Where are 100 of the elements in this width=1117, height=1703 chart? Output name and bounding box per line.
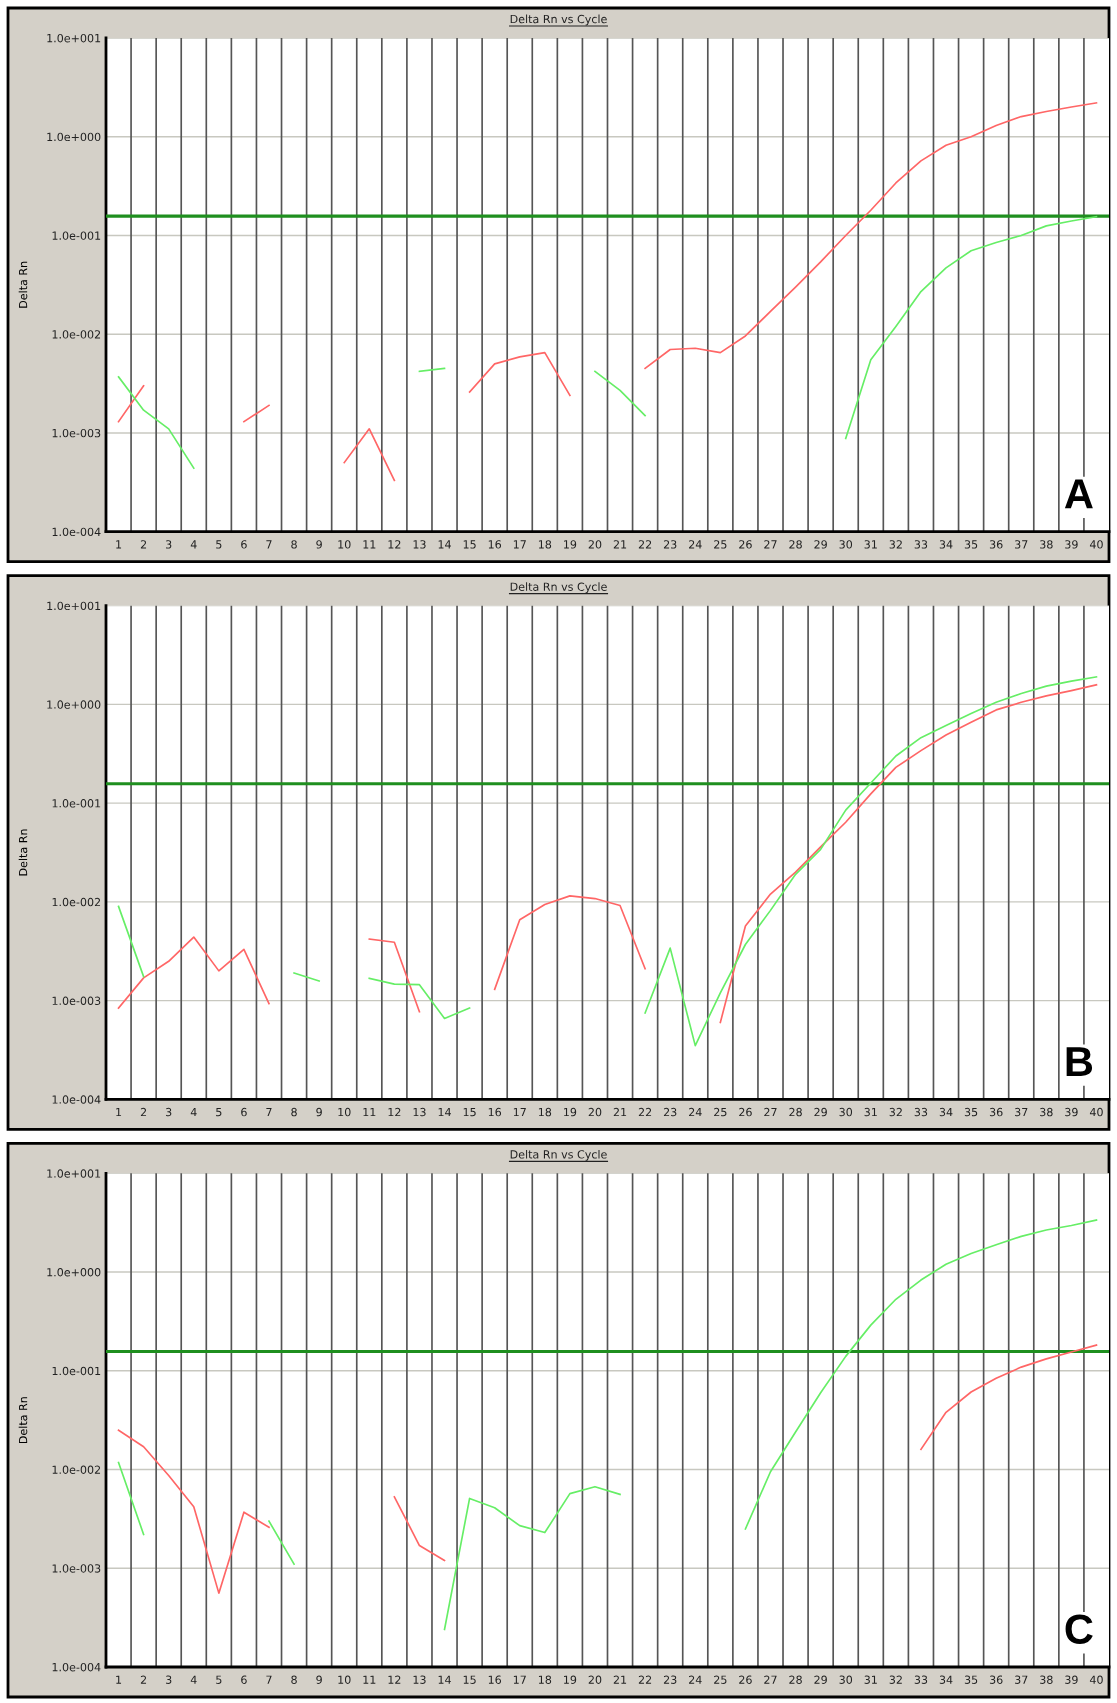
x-tick-label: 7: [266, 1108, 272, 1117]
x-tick-label: 37: [1015, 540, 1028, 549]
y-tick-label: 1.0e-001: [52, 231, 101, 240]
x-tick-label: 23: [663, 1675, 677, 1684]
x-tick-label: 30: [839, 1107, 853, 1117]
x-tick-label: 26: [739, 1107, 752, 1117]
x-tick-label: 20: [588, 1675, 602, 1684]
x-tick-label: 31: [864, 1675, 877, 1684]
x-tick-label: 12: [388, 540, 401, 549]
x-tick-label: 13: [413, 1107, 426, 1117]
x-tick-label: 15: [463, 1108, 476, 1117]
x-tick-label: 34: [939, 540, 953, 549]
x-tick-label: 40: [1089, 1107, 1103, 1117]
y-tick-label: 1.0e-002: [52, 330, 101, 339]
x-tick-label: 36: [989, 540, 1003, 549]
x-tick-label: 14: [438, 1675, 451, 1684]
x-tick-label: 1: [116, 1675, 122, 1684]
x-tick-label: 28: [789, 540, 802, 549]
x-tick-label: 4: [190, 1675, 197, 1684]
x-tick-label: 3: [166, 1675, 172, 1684]
x-tick-label: 19: [564, 1675, 577, 1684]
x-tick-label: 4: [190, 540, 197, 549]
x-tick-label: 23: [663, 540, 677, 549]
y-tick-label: 1.0e-004: [52, 1662, 101, 1672]
x-tick-label: 28: [789, 1675, 802, 1684]
x-tick-label: 21: [613, 1107, 627, 1117]
x-tick-label: 10: [338, 1675, 351, 1684]
x-tick-label: 19: [564, 1107, 577, 1117]
x-tick-label: 30: [839, 540, 853, 549]
x-tick-label: 5: [216, 1108, 222, 1117]
x-tick-label: 22: [638, 1107, 652, 1117]
y-tick-label: 1.0e-004: [52, 527, 101, 537]
chart-title: Delta Rn vs Cycle: [510, 582, 607, 594]
x-tick-label: 13: [413, 540, 426, 549]
x-tick-label: 31: [864, 540, 877, 549]
chart-title: Delta Rn vs Cycle: [510, 14, 607, 26]
x-tick-label: 36: [989, 1675, 1003, 1684]
y-tick-label: 1.0e-003: [52, 996, 101, 1005]
annotation: B: [1066, 1047, 1093, 1076]
x-tick-label: 35: [964, 540, 978, 549]
x-tick-label: 6: [241, 540, 247, 549]
x-tick-label: 3: [166, 540, 172, 549]
chart-title: Delta Rn vs Cycle: [510, 1149, 607, 1161]
x-tick-label: 39: [1065, 1107, 1078, 1117]
x-tick-label: 34: [939, 1107, 953, 1117]
y-tick-label: 1.0e-003: [52, 1564, 101, 1573]
x-tick-label: 17: [513, 1108, 526, 1117]
x-tick-label: 37: [1015, 1107, 1028, 1117]
x-tick-label: 8: [291, 1107, 297, 1117]
x-tick-label: 2: [140, 1675, 147, 1684]
x-tick-label: 27: [764, 1107, 777, 1117]
x-tick-label: 13: [413, 1675, 426, 1684]
y-tick-label: 1.0e+000: [47, 700, 101, 709]
x-tick-label: 11: [363, 540, 376, 549]
x-tick-label: 26: [739, 540, 752, 549]
x-tick-label: 8: [291, 540, 297, 549]
x-tick-label: 2: [140, 1107, 147, 1117]
annotation: C: [1065, 1614, 1093, 1644]
x-tick-label: 11: [363, 1108, 376, 1117]
x-tick-label: 5: [216, 540, 222, 549]
x-tick-label: 29: [814, 1107, 827, 1117]
y-tick-label: 1.0e+000: [47, 132, 101, 142]
x-tick-label: 29: [814, 540, 827, 549]
x-tick-label: 5: [216, 1675, 222, 1684]
x-tick-label: 30: [839, 1675, 853, 1684]
y-axis-title: Delta Rn: [18, 1397, 28, 1444]
x-tick-label: 25: [714, 1675, 727, 1684]
y-tick-label: 1.0e-002: [52, 1465, 101, 1474]
x-tick-label: 32: [889, 540, 902, 549]
x-tick-label: 39: [1065, 1675, 1078, 1684]
x-tick-label: 37: [1015, 1675, 1028, 1684]
x-tick-label: 20: [588, 1107, 602, 1117]
x-tick-label: 9: [316, 1107, 322, 1117]
x-tick-label: 23: [663, 1107, 677, 1117]
x-tick-label: 18: [538, 540, 552, 549]
x-tick-label: 40: [1089, 1675, 1103, 1684]
x-tick-label: 25: [714, 540, 727, 549]
x-tick-label: 16: [488, 1107, 502, 1117]
x-tick-label: 10: [338, 540, 351, 549]
x-tick-label: 22: [638, 1675, 652, 1684]
x-tick-label: 8: [291, 1675, 297, 1684]
x-tick-label: 33: [914, 540, 928, 549]
x-tick-label: 33: [914, 1107, 928, 1117]
x-tick-label: 22: [638, 540, 652, 549]
x-tick-label: 2: [140, 540, 147, 549]
x-tick-label: 35: [964, 1107, 978, 1117]
x-tick-label: 26: [739, 1675, 752, 1684]
x-tick-label: 17: [513, 1675, 526, 1684]
x-tick-label: 34: [939, 1675, 953, 1684]
x-tick-label: 14: [438, 1108, 451, 1117]
x-tick-label: 11: [363, 1675, 376, 1684]
x-tick-label: 19: [564, 540, 577, 549]
x-tick-label: 21: [613, 540, 627, 549]
x-tick-label: 1: [116, 1108, 122, 1117]
x-tick-label: 27: [764, 1675, 777, 1684]
x-tick-label: 32: [889, 1675, 902, 1684]
y-tick-label: 1.0e-002: [52, 897, 101, 907]
x-tick-label: 21: [613, 1675, 627, 1684]
x-tick-label: 29: [814, 1675, 827, 1684]
y-tick-label: 1.0e+000: [47, 1268, 101, 1277]
